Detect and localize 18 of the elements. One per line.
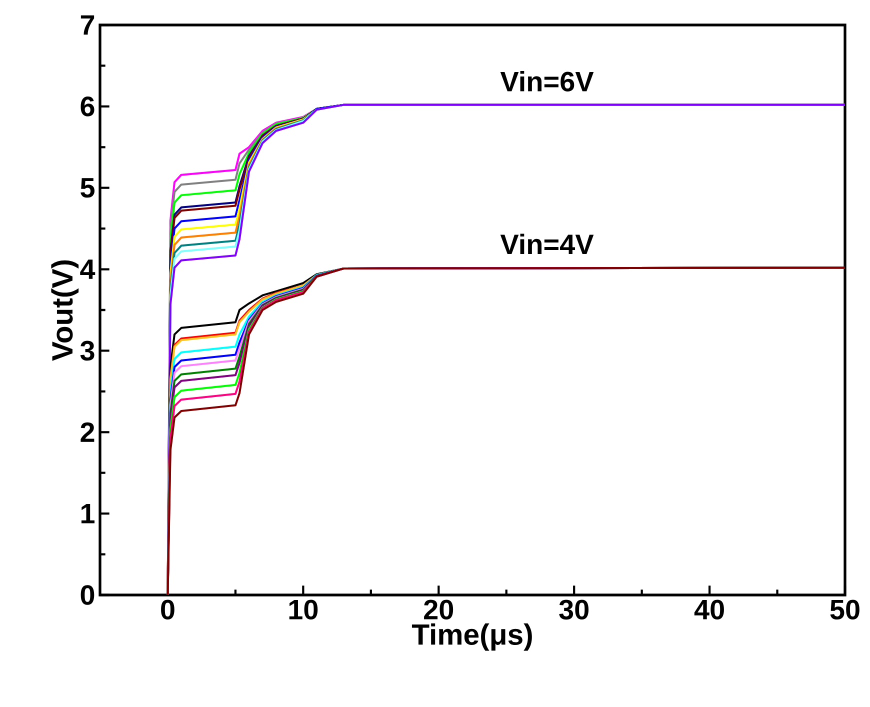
x-tick-label: 0 <box>161 600 174 620</box>
y-tick-label: 3 <box>80 340 94 361</box>
y-tick-label: 6 <box>80 96 94 116</box>
y-tick-label: 7 <box>80 15 94 35</box>
x-axis-title: Time(μs) <box>412 623 532 651</box>
x-tick-label: 30 <box>559 600 589 620</box>
annotation: Vin=4V <box>500 234 594 254</box>
y-tick-label: 0 <box>80 585 94 605</box>
x-tick-label: 20 <box>424 600 454 620</box>
y-tick-label: 1 <box>81 504 95 524</box>
x-tick-label: 10 <box>289 600 318 620</box>
y-tick-label: 5 <box>80 178 95 198</box>
y-axis-title: Vout(V) <box>51 260 79 361</box>
y-tick-label: 2 <box>80 422 94 442</box>
x-tick-label: 40 <box>694 600 724 620</box>
x-tick-label: 50 <box>830 600 860 620</box>
y-tick-label: 4 <box>80 260 96 279</box>
annotation: Vin=6V <box>500 70 594 92</box>
